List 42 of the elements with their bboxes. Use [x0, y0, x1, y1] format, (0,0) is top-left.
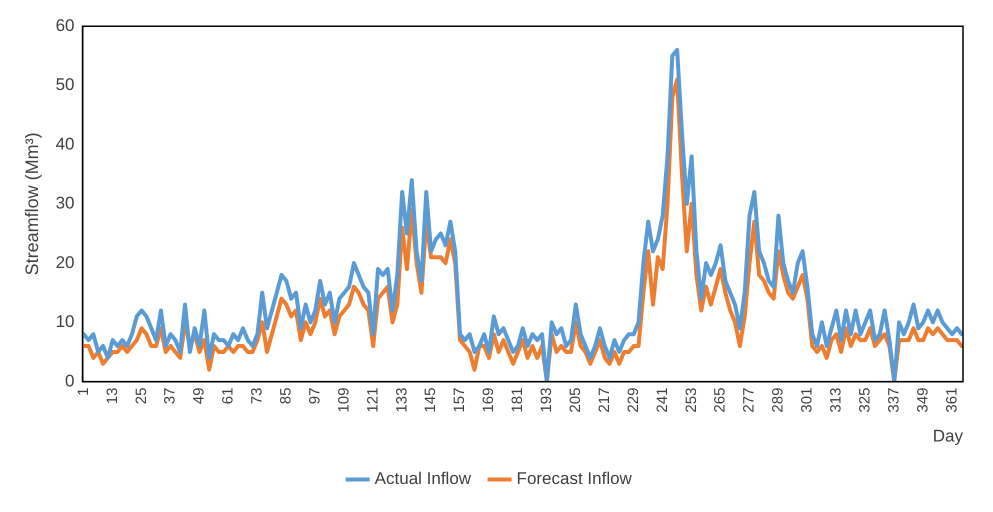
x-tick-label: 169 [480, 388, 498, 413]
x-tick-label: 241 [654, 388, 671, 413]
y-tick-label: 30 [56, 194, 75, 213]
legend-label: Forecast Inflow [516, 469, 633, 488]
x-axis-title: Day [932, 426, 964, 446]
x-tick-label: 337 [885, 388, 902, 413]
x-tick-label: 349 [914, 388, 932, 413]
x-tick-label: 289 [770, 388, 787, 413]
x-tick-label: 61 [220, 388, 237, 404]
y-tick-label: 40 [56, 134, 75, 154]
x-tick-label: 265 [712, 388, 729, 413]
x-tick-label: 313 [827, 388, 844, 413]
x-tick-label: 325 [856, 388, 874, 413]
x-tick-label: 205 [566, 388, 584, 413]
x-tick-label: 157 [451, 388, 468, 413]
x-tick-label: 85 [277, 388, 294, 404]
x-tick-label: 181 [509, 388, 526, 413]
x-tick-label: 217 [596, 388, 613, 413]
y-tick-label: 50 [56, 75, 75, 94]
x-tick-label: 133 [393, 388, 410, 413]
x-tick-label: 229 [624, 388, 642, 413]
y-tick-label: 10 [56, 312, 75, 332]
x-tick-label: 193 [538, 388, 556, 413]
x-tick-label: 145 [422, 388, 440, 413]
x-tick-label: 49 [190, 388, 208, 404]
x-tick-label: 97 [306, 388, 324, 404]
x-tick-label: 253 [682, 388, 700, 413]
x-tick-label: 73 [248, 388, 266, 404]
x-tick-label: 361 [943, 388, 960, 413]
x-tick-label: 1 [74, 388, 92, 396]
x-tick-label: 121 [364, 388, 382, 413]
x-tick-label: 25 [132, 388, 150, 404]
x-tick-label: 277 [740, 388, 758, 413]
x-tick-label: 301 [798, 388, 816, 413]
y-axis-title: Streamflow (Mm³) [22, 132, 42, 276]
x-tick-label: 37 [162, 388, 179, 404]
y-tick-label: 0 [65, 371, 75, 390]
y-tick-label: 60 [56, 16, 75, 35]
legend-label: Actual Inflow [374, 469, 472, 488]
x-tick-label: 109 [335, 388, 352, 413]
x-tick-label: 13 [104, 388, 121, 404]
y-tick-label: 20 [56, 252, 75, 272]
